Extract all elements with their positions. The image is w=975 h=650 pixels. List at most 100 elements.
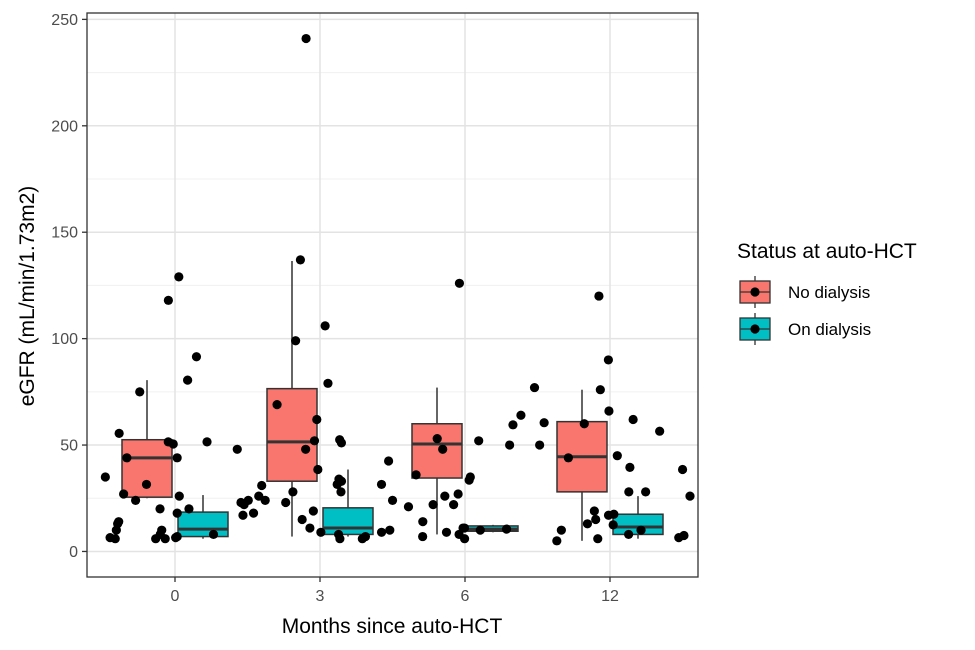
data-point xyxy=(301,444,311,454)
data-point xyxy=(291,336,301,346)
data-point xyxy=(411,470,421,480)
data-point xyxy=(624,487,634,497)
data-point xyxy=(505,440,515,450)
data-point xyxy=(603,355,613,365)
box-no-dialysis-6 xyxy=(411,387,463,535)
data-point xyxy=(418,531,428,542)
data-point xyxy=(114,428,124,438)
data-point xyxy=(403,502,414,512)
box-no-dialysis-12 xyxy=(556,389,608,541)
data-point xyxy=(312,414,322,425)
data-point xyxy=(449,500,459,510)
box-on-dialysis-3 xyxy=(322,469,374,537)
data-point xyxy=(383,456,394,466)
legend-key-no-dialysis xyxy=(739,276,771,308)
data-point xyxy=(677,464,688,475)
data-point xyxy=(604,406,614,416)
data-point xyxy=(593,534,603,544)
data-point xyxy=(122,453,132,463)
data-point xyxy=(236,497,246,508)
data-point xyxy=(625,462,635,472)
data-point xyxy=(539,418,549,428)
legend-key-point xyxy=(750,287,760,297)
legend-key-point xyxy=(750,324,760,334)
data-point xyxy=(563,453,573,463)
x-tick-label: 6 xyxy=(461,588,470,605)
data-point xyxy=(316,527,326,537)
data-point xyxy=(685,491,695,501)
data-point xyxy=(308,506,318,516)
data-point xyxy=(151,534,161,544)
data-point xyxy=(119,489,129,499)
data-point xyxy=(628,414,638,425)
data-point xyxy=(163,295,173,305)
data-point xyxy=(636,525,646,535)
data-point xyxy=(579,419,589,429)
data-point xyxy=(320,321,330,331)
data-point xyxy=(297,514,307,525)
data-point xyxy=(453,489,463,499)
data-point xyxy=(357,534,367,544)
panel-border xyxy=(86,12,699,578)
x-tick-label: 12 xyxy=(601,588,619,605)
panel-frame xyxy=(86,12,699,578)
x-tick-label: 0 xyxy=(171,588,180,605)
data-point xyxy=(141,479,152,490)
y-axis-title: eGFR (mL/min/1.73m2) xyxy=(16,186,39,407)
data-point xyxy=(208,529,219,540)
data-point xyxy=(582,519,593,529)
data-point xyxy=(608,520,618,530)
data-point xyxy=(440,491,450,501)
y-tick-label: 100 xyxy=(51,331,78,348)
box-iqr xyxy=(411,423,463,479)
data-point xyxy=(516,410,526,420)
data-point xyxy=(501,524,512,534)
data-point xyxy=(589,506,599,516)
data-point xyxy=(131,495,141,505)
data-point xyxy=(281,497,291,508)
data-point xyxy=(385,525,395,535)
y-tick-label: 0 xyxy=(69,544,78,561)
x-tick-label: 3 xyxy=(316,588,325,605)
box-iqr xyxy=(177,511,229,538)
legend: Status at auto-HCT No dialysis On dialysi… xyxy=(737,240,917,345)
data-point xyxy=(474,436,484,446)
data-point xyxy=(655,426,665,436)
point-layer xyxy=(100,33,695,546)
y-tick-label: 50 xyxy=(60,438,78,455)
data-point xyxy=(591,514,601,525)
legend-key-on-dialysis xyxy=(739,313,771,345)
legend-title: Status at auto-HCT xyxy=(737,240,917,263)
data-point xyxy=(272,400,282,410)
data-point xyxy=(157,525,167,535)
data-point xyxy=(168,439,178,449)
data-point xyxy=(105,533,115,543)
data-point xyxy=(529,382,540,393)
data-point xyxy=(438,444,448,454)
grid-lines xyxy=(87,13,698,577)
data-point xyxy=(238,510,248,520)
data-point xyxy=(535,440,545,450)
data-point xyxy=(183,375,193,385)
data-point xyxy=(376,527,387,537)
data-point xyxy=(336,487,346,497)
data-point xyxy=(674,533,684,543)
box-iqr xyxy=(322,507,374,536)
data-point xyxy=(305,523,315,533)
data-point xyxy=(260,495,270,505)
data-point xyxy=(459,523,470,533)
data-point xyxy=(301,33,311,44)
x-axis-ticks: 0 3 6 12 xyxy=(171,577,619,605)
data-point xyxy=(464,475,474,485)
data-point xyxy=(556,525,566,535)
data-point xyxy=(100,472,110,482)
data-point xyxy=(454,278,465,288)
data-point xyxy=(387,495,398,505)
data-point xyxy=(171,533,181,543)
y-axis-ticks: 0 50 100 150 200 250 xyxy=(51,12,87,561)
data-point xyxy=(441,527,452,537)
box-on-dialysis-0 xyxy=(177,495,229,539)
data-point xyxy=(323,378,333,388)
data-point xyxy=(594,291,604,301)
